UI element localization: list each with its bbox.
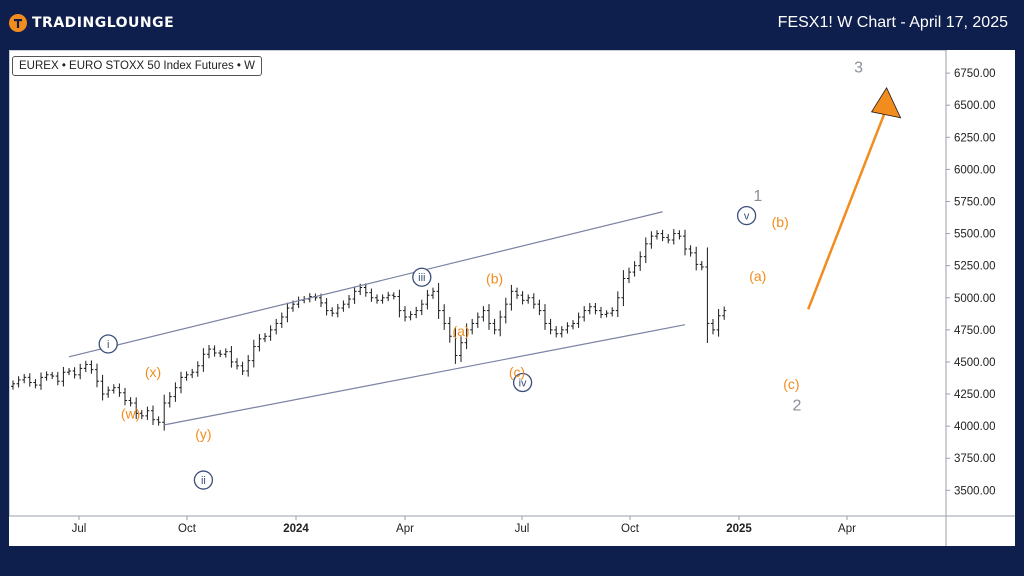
wave-label: 2 [793, 397, 802, 414]
price-tick-label: 3750.00 [954, 453, 996, 465]
plot-border [9, 50, 947, 517]
wave-label: v [744, 211, 750, 223]
time-tick-label: Jul [72, 523, 87, 535]
logo-text: TRADINGLOUNGE [32, 15, 175, 31]
wave-label-circle [512, 372, 533, 393]
header-bar: TRADINGLOUNGE FESX1! W Chart - April 17,… [0, 0, 1024, 50]
wave-label-circle [736, 205, 757, 226]
time-tick-label: Oct [178, 523, 197, 535]
wave-label: ii [201, 475, 206, 487]
time-tick-label: Oct [621, 523, 640, 535]
wave-label: iv [519, 377, 527, 389]
projection-arrow-head [870, 86, 902, 119]
price-tick-label: 4000.00 [954, 421, 996, 433]
tradinglounge-logo: TRADINGLOUNGE [8, 13, 174, 33]
time-tick-label: Jul [515, 523, 530, 535]
price-tick-label: 6500.00 [954, 100, 996, 112]
wave-label: (a) [749, 268, 766, 284]
chart-panel[interactable]: 6750.00 6500.00 6250.00 6000.00 5750.00 5500.… [9, 50, 1015, 546]
wave-label-circle [193, 470, 214, 490]
channel-line [68, 211, 663, 358]
time-tick-label: 2024 [283, 523, 309, 535]
price-tick-label: 5500.00 [954, 229, 996, 241]
price-tick-label: 6250.00 [954, 132, 996, 144]
wave-label: (c) [509, 364, 525, 380]
price-tick-label: 6750.00 [954, 68, 996, 80]
wave-label: (b) [772, 214, 789, 230]
wave-label: (x) [145, 364, 161, 380]
wave-label: (b) [486, 271, 503, 287]
time-tick-label: Apr [838, 523, 856, 535]
price-tick-label: 5250.00 [954, 261, 996, 273]
wave-label: (w) [121, 405, 140, 421]
price-tick-label: 3500.00 [954, 485, 996, 497]
wave-label: 1 [753, 188, 762, 205]
footer-bar [0, 546, 1024, 576]
wave-label: i [107, 339, 109, 351]
time-tick-label: Apr [396, 523, 414, 535]
wave-label-circle [98, 334, 118, 354]
wave-label: 3 [854, 60, 863, 77]
price-tick-label: 6000.00 [954, 164, 996, 176]
time-tick-label: 2025 [726, 523, 752, 535]
projection-arrow-shaft [807, 107, 888, 310]
price-tick-label: 5000.00 [954, 293, 996, 305]
chart-title: FESX1! W Chart - April 17, 2025 [777, 14, 1008, 31]
wave-label-circle [412, 267, 432, 287]
wave-label: (c) [783, 376, 799, 392]
wave-label: (a) [452, 323, 469, 339]
wave-label: (y) [195, 426, 211, 442]
symbol-label[interactable]: EUREX • EURO STOXX 50 Index Futures • W [12, 56, 262, 76]
price-tick-label: 4500.00 [954, 357, 996, 369]
price-tick-label: 4250.00 [954, 389, 996, 401]
logo-icon [9, 14, 27, 32]
channel-line [164, 324, 686, 426]
wave-label: iii [418, 272, 425, 284]
price-chart[interactable]: 6750.00 6500.00 6250.00 6000.00 5750.00 5500.… [9, 50, 1015, 546]
price-tick-label: 5750.00 [954, 196, 996, 208]
price-tick-label: 4750.00 [954, 325, 996, 337]
